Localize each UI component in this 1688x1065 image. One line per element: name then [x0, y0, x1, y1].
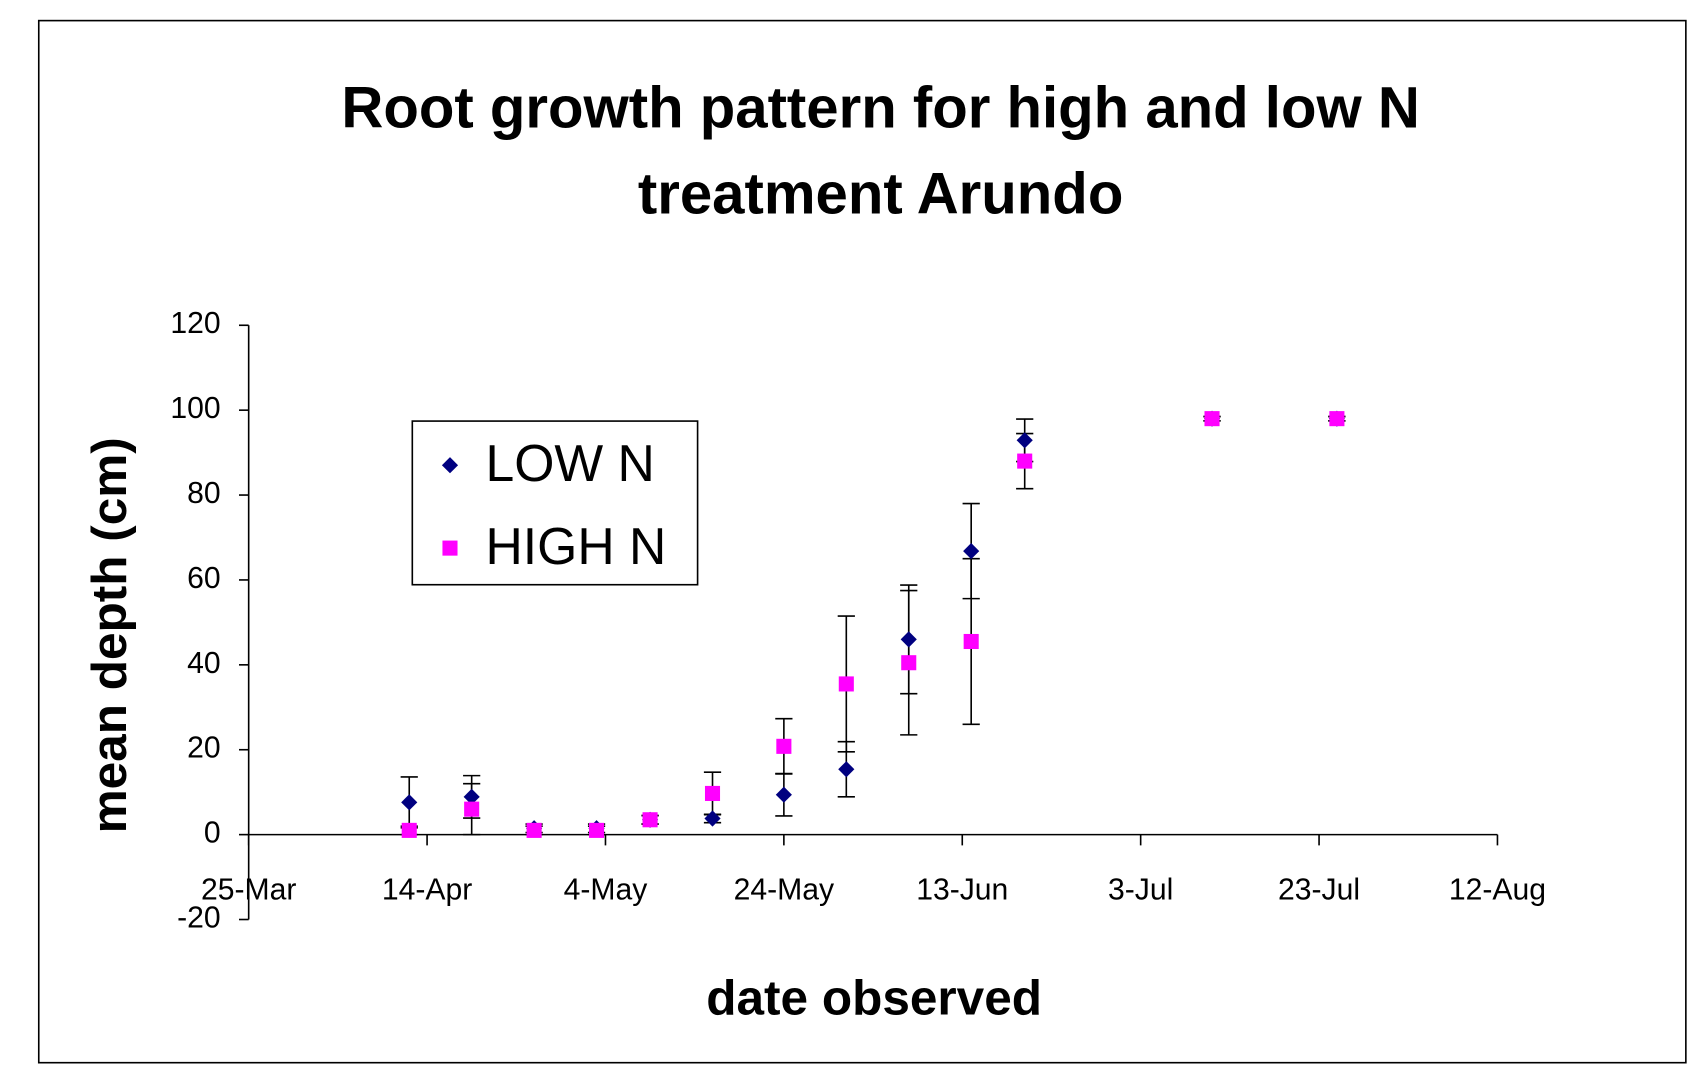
x-tick-label: 25-Mar — [201, 874, 296, 907]
data-point — [463, 788, 480, 805]
data-point — [401, 822, 417, 838]
legend-marker — [442, 540, 458, 556]
y-tick-label: 40 — [187, 647, 221, 680]
y-tick-label: 60 — [187, 562, 221, 595]
x-axis-label: date observed — [706, 970, 1042, 1025]
data-point — [1204, 411, 1220, 427]
y-tick-label: 120 — [170, 307, 220, 340]
data-point — [526, 822, 542, 838]
data-point — [1329, 411, 1345, 427]
x-tick-label: 4-May — [564, 874, 648, 907]
legend-label: HIGH N — [486, 517, 667, 575]
data-point — [838, 676, 854, 692]
data-point — [775, 786, 792, 803]
data-point — [401, 794, 418, 811]
legend-box — [411, 420, 699, 586]
data-point — [642, 812, 658, 828]
x-tick-label: 12-Aug — [1449, 874, 1546, 907]
data-point — [901, 655, 917, 671]
y-axis-label: mean depth (cm) — [82, 437, 137, 833]
y-tick-label: 80 — [187, 477, 221, 510]
legend-label: LOW N — [486, 434, 655, 492]
chart-border — [37, 19, 1687, 1064]
y-tick-label: 20 — [187, 732, 221, 765]
y-tick-label: 100 — [170, 392, 220, 425]
x-tick-label: 23-Jul — [1278, 874, 1360, 907]
data-point — [1017, 453, 1033, 469]
data-point — [464, 801, 480, 817]
data-point — [704, 810, 721, 827]
data-point — [963, 543, 980, 560]
y-tick-label: -20 — [177, 901, 221, 934]
x-tick-label: 13-Jun — [916, 874, 1008, 907]
data-point — [838, 761, 855, 778]
data-point — [963, 633, 979, 650]
data-point — [900, 631, 917, 648]
data-point — [589, 822, 605, 838]
data-point — [776, 738, 792, 754]
y-tick-label: 0 — [204, 817, 221, 850]
x-tick-label: 14-Apr — [382, 874, 472, 907]
chart-title: Root growth pattern for high and low N — [341, 75, 1419, 140]
data-point — [704, 785, 721, 801]
x-tick-label: 3-Jul — [1108, 874, 1173, 907]
x-tick-label: 24-May — [734, 874, 834, 907]
chart-title: treatment Arundo — [638, 162, 1123, 227]
